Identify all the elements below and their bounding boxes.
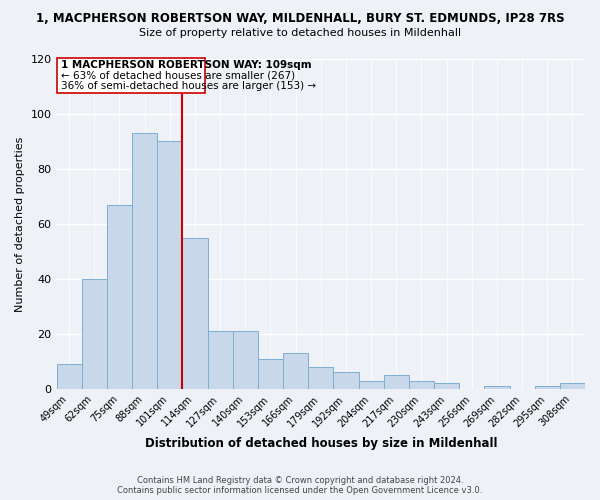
Text: Size of property relative to detached houses in Mildenhall: Size of property relative to detached ho… — [139, 28, 461, 38]
Bar — [383, 375, 409, 389]
Bar — [132, 133, 157, 389]
Bar — [208, 331, 233, 389]
Text: 1 MACPHERSON ROBERTSON WAY: 109sqm: 1 MACPHERSON ROBERTSON WAY: 109sqm — [61, 60, 311, 70]
Bar — [434, 384, 459, 389]
Text: 36% of semi-detached houses are larger (153) →: 36% of semi-detached houses are larger (… — [61, 80, 316, 90]
Y-axis label: Number of detached properties: Number of detached properties — [15, 136, 25, 312]
Bar — [233, 331, 258, 389]
Bar — [560, 384, 585, 389]
X-axis label: Distribution of detached houses by size in Mildenhall: Distribution of detached houses by size … — [145, 437, 497, 450]
Text: 1, MACPHERSON ROBERTSON WAY, MILDENHALL, BURY ST. EDMUNDS, IP28 7RS: 1, MACPHERSON ROBERTSON WAY, MILDENHALL,… — [35, 12, 565, 26]
Bar — [56, 364, 82, 389]
Bar — [334, 372, 359, 389]
FancyBboxPatch shape — [57, 58, 205, 94]
Text: ← 63% of detached houses are smaller (267): ← 63% of detached houses are smaller (26… — [61, 70, 295, 81]
Bar — [308, 367, 334, 389]
Bar — [484, 386, 509, 389]
Bar — [283, 353, 308, 389]
Bar — [182, 238, 208, 389]
Bar — [535, 386, 560, 389]
Bar — [157, 142, 182, 389]
Bar — [82, 279, 107, 389]
Bar — [258, 358, 283, 389]
Text: Contains HM Land Registry data © Crown copyright and database right 2024.
Contai: Contains HM Land Registry data © Crown c… — [118, 476, 482, 495]
Bar — [107, 204, 132, 389]
Bar — [409, 380, 434, 389]
Bar — [359, 380, 383, 389]
